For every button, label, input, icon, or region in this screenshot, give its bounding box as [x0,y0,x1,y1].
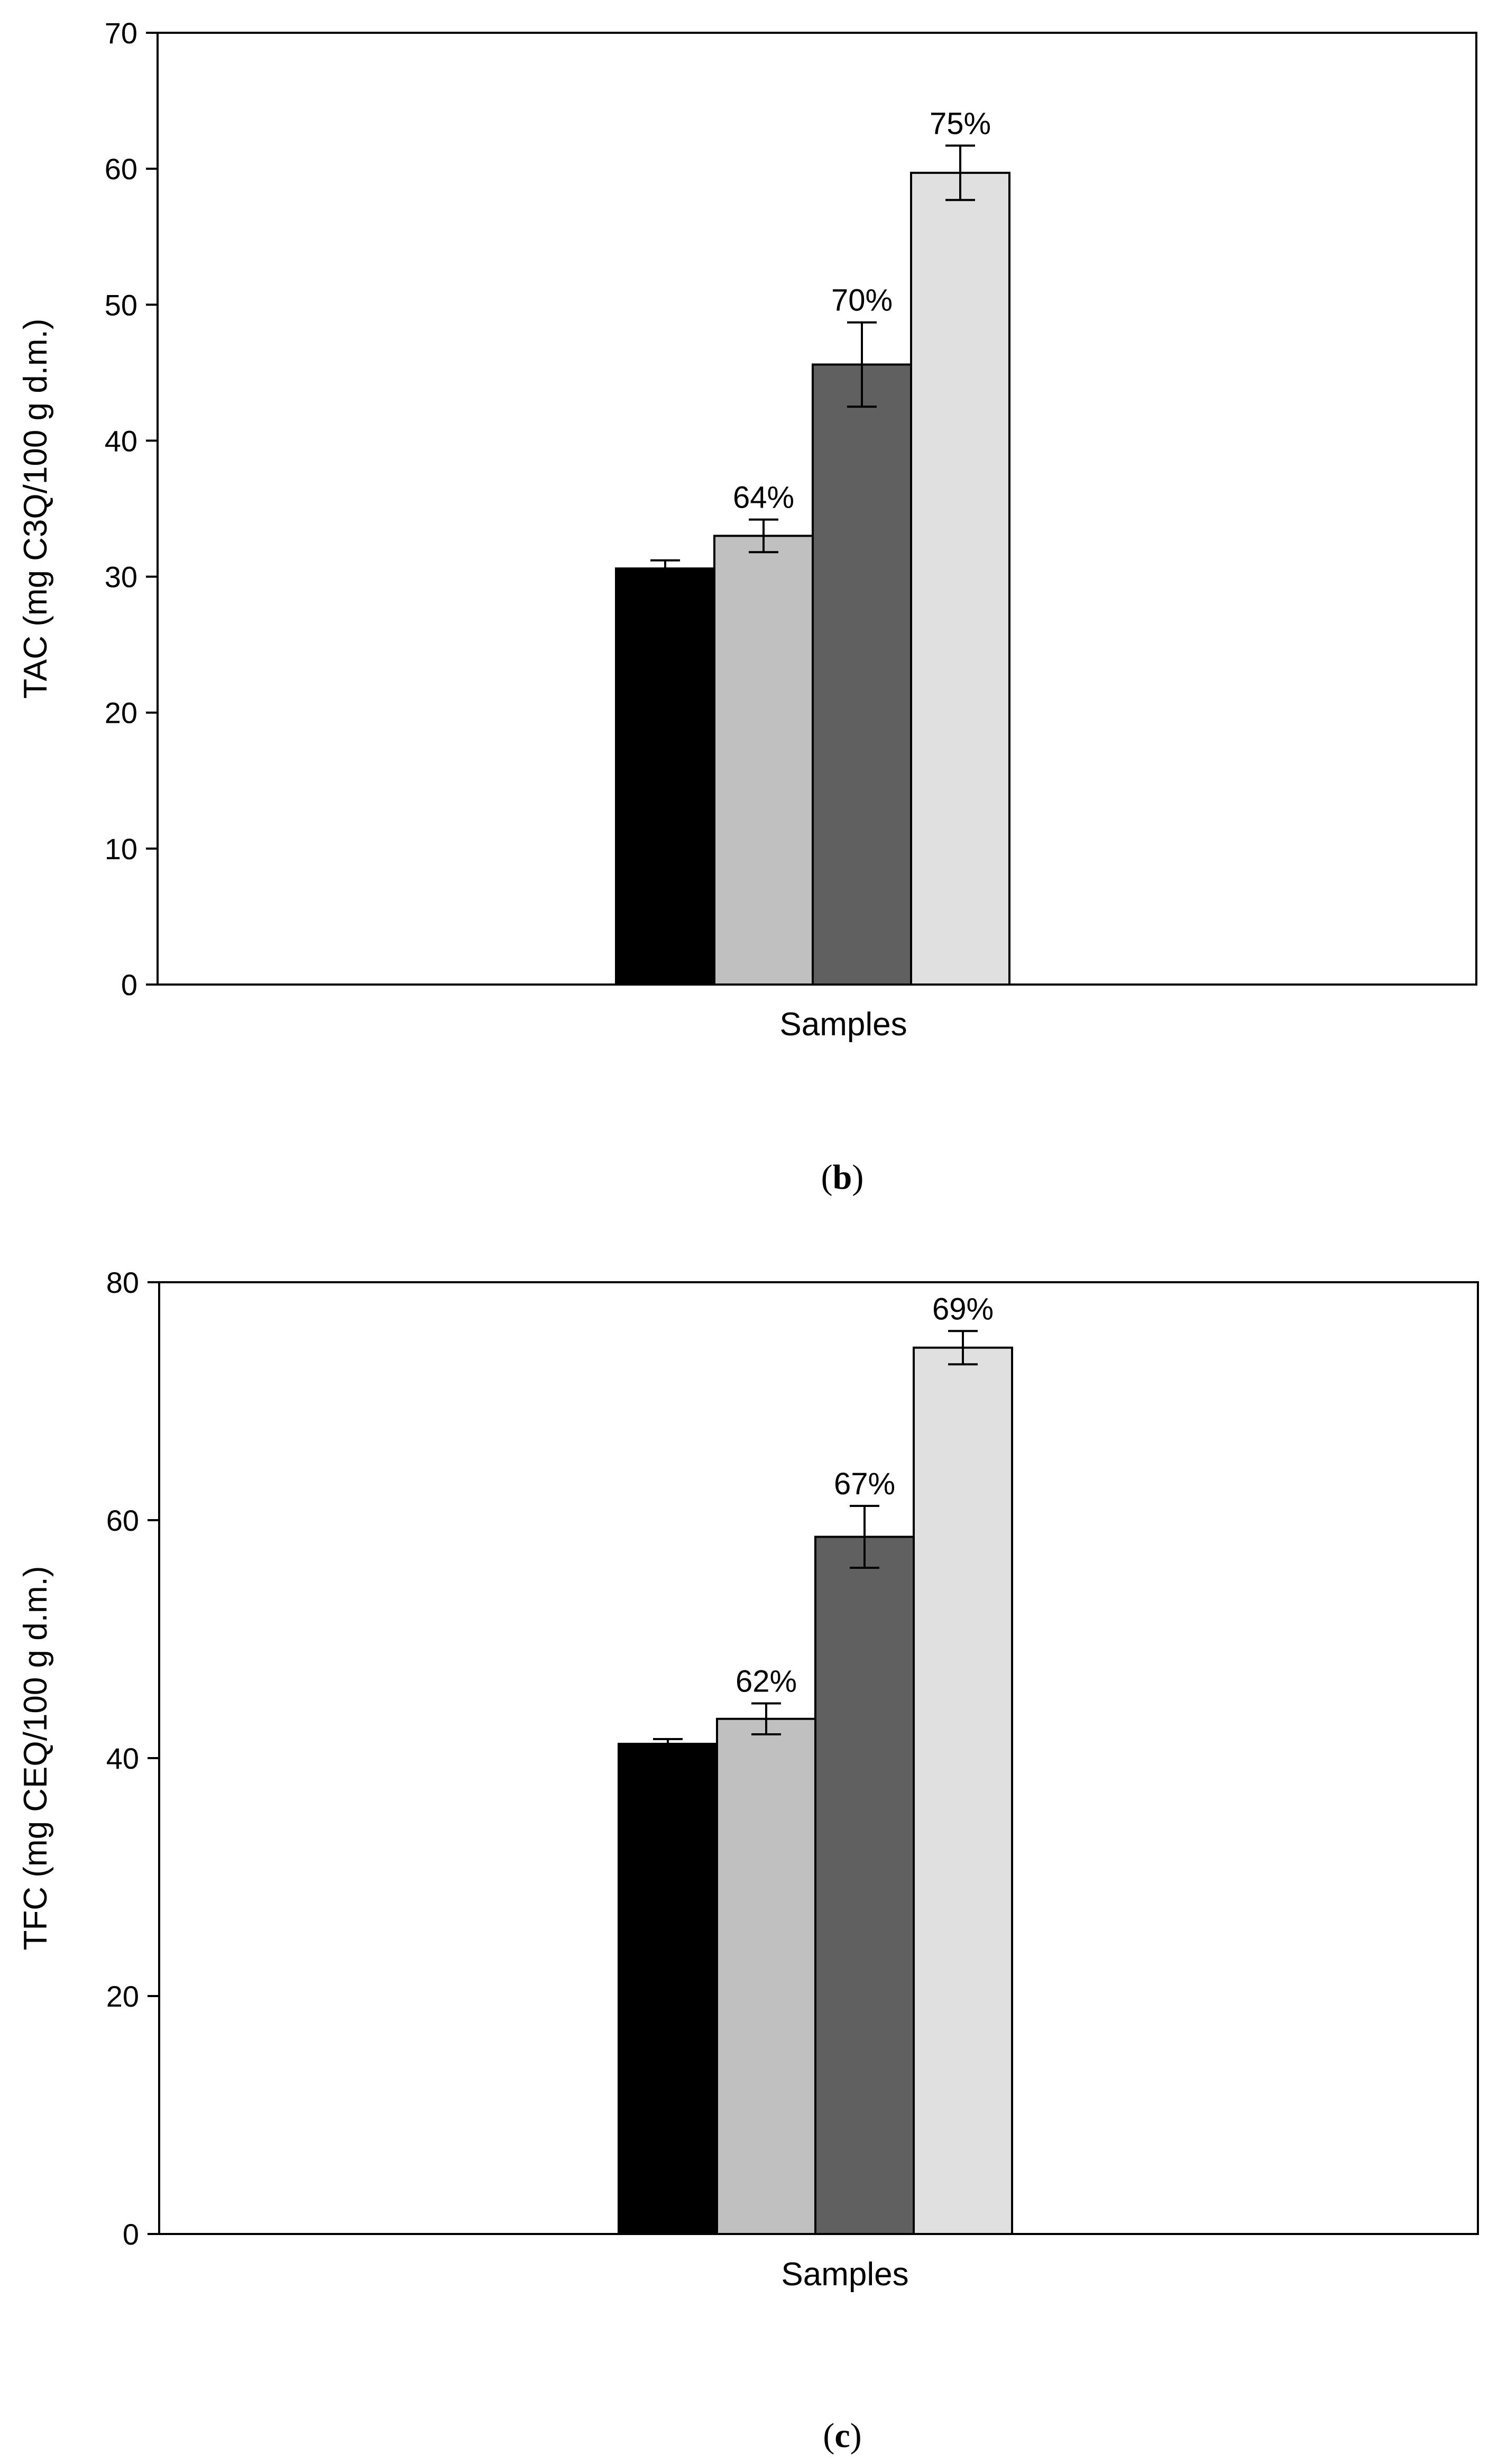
y-tick-label: 20 [106,1980,139,2013]
data-label: 75% [930,106,991,141]
y-tick-label: 10 [105,832,137,866]
y-tick-label: 60 [106,1504,139,1537]
y-axis-label: TAC (mg C3Q/100 g d.m.) [17,319,54,699]
panel-caption-b: (b) [821,1158,864,1197]
x-axis-label: Samples [781,2256,908,2293]
data-label: 69% [932,1292,994,1326]
x-axis-label: Samples [779,1006,907,1043]
bar-3 [814,1536,915,2235]
y-tick-label: 80 [106,1266,139,1299]
chart-tfc: 0 20 40 60 80 62% 67% 69% Samples TFC (mg CEQ/100… [17,1266,1479,2293]
y-tick-label: 30 [105,560,137,594]
y-tick-label: 0 [121,968,137,1001]
bar-1 [618,1743,718,2235]
bar-2 [713,535,814,986]
bar-3 [812,363,912,986]
chart-tac: 0 10 20 30 40 50 60 70 64% 70% 75% Samples TAC (mg C… [17,16,1477,1043]
data-label: 62% [736,1665,797,1699]
y-tick-label: 40 [106,1742,139,1775]
data-label: 70% [831,283,893,318]
y-tick-label: 20 [105,696,137,730]
bar-4 [913,1346,1013,2235]
bar-1 [615,567,715,986]
bar-2 [716,1717,816,2235]
y-tick-label: 0 [123,2218,139,2251]
bar-4 [910,171,1010,986]
y-tick-label: 60 [105,152,137,186]
y-axis-label: TFC (mg CEQ/100 g d.m.) [17,1566,54,1951]
y-tick-label: 70 [105,16,137,50]
data-label: 64% [733,481,794,515]
y-tick-label: 40 [105,424,137,457]
y-tick-label: 50 [105,288,137,321]
data-label: 67% [834,1467,895,1501]
panel-caption-c: (c) [823,2416,861,2455]
